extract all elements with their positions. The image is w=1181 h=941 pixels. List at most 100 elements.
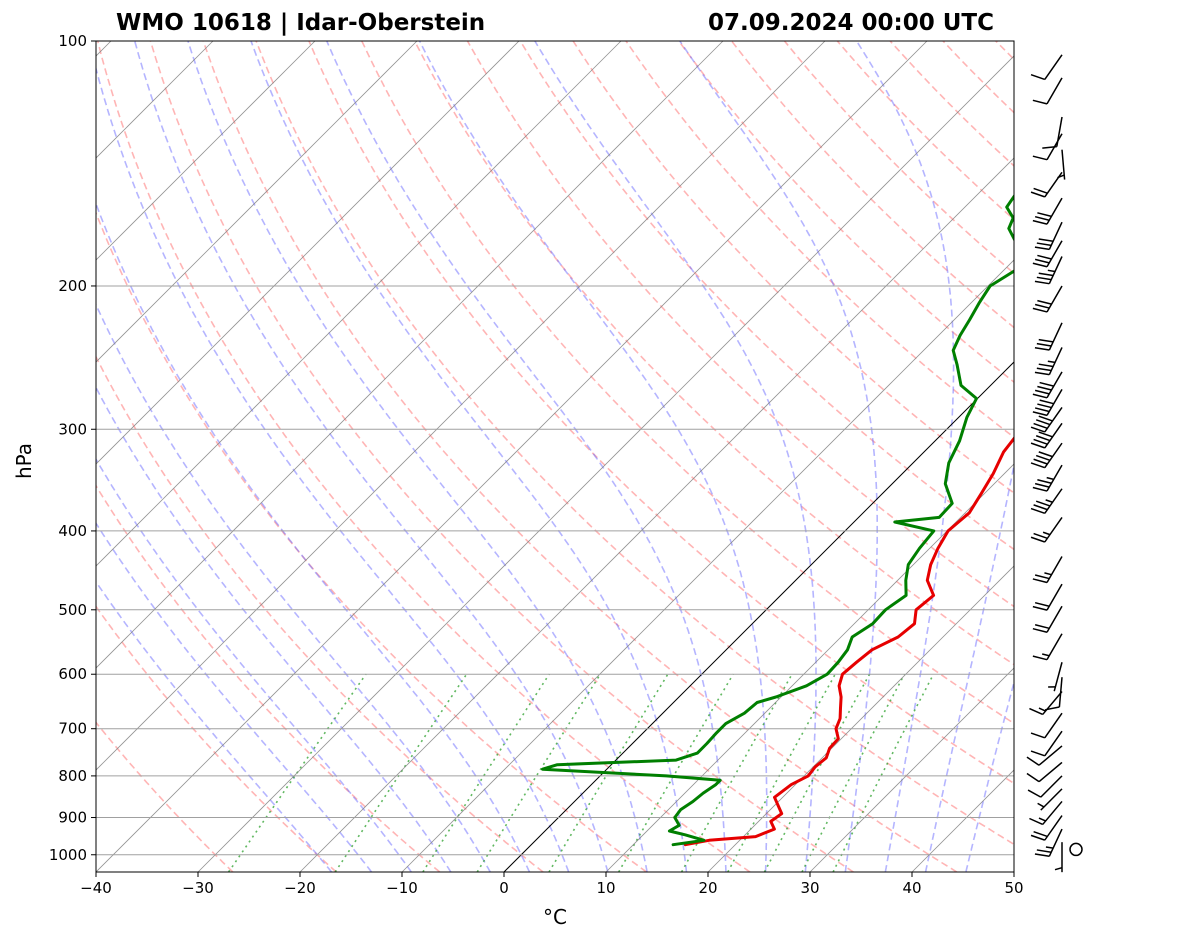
barb-staff [1048,347,1063,375]
moist-adiabat-line [855,41,955,872]
barb-full [1030,426,1046,433]
dry-adiabat-line [678,41,1014,384]
mixing-ratio-line [801,673,906,872]
station-title: WMO 10618 | Idar-Oberstein [116,10,485,36]
y-tick-label: 400 [58,522,87,540]
dry-adiabat-line [625,41,1014,439]
wind-barb [1032,197,1063,225]
isotherm-line [96,41,622,567]
barb-full [1036,276,1052,281]
dry-adiabat-line [519,41,1014,551]
barb-full [1030,442,1046,449]
barb-full [1030,536,1046,543]
dewpoint-profile [541,193,1014,847]
wind-barb [1034,347,1063,376]
barb-full [1034,407,1050,413]
barb-full [1036,242,1052,247]
barb-staff [1046,77,1063,105]
isotherm-line [707,565,1014,872]
barb-full [1042,145,1057,149]
y-tick-label: 200 [58,277,87,295]
dry-adiabat-line [96,355,544,872]
isotherm-line [401,259,1014,872]
barb-full [1033,422,1048,429]
barb-staff [1038,761,1063,783]
barb-full [1037,299,1052,305]
wind-barb [1044,677,1063,711]
barb-full [1032,627,1048,633]
barb-full [1029,707,1044,716]
barb-staff [1056,116,1063,147]
x-axis-ticks: −40 −30 −20 −10 0 10 20 30 40 50 [80,872,1024,897]
barb-half [1045,846,1054,849]
wind-barb [1034,256,1063,285]
moist-adiabat-line [187,41,648,872]
barb-full [1034,624,1050,630]
zero-isotherm-line [503,361,1014,872]
barb-staff [1046,389,1063,416]
barb-full [1033,532,1048,540]
barb-staff [1040,775,1063,798]
barb-full [1034,371,1050,376]
barb-full [1033,830,1048,838]
wind-barb [1030,442,1063,469]
barb-full [1035,500,1051,507]
barb-staff [1048,256,1063,285]
barb-full [1026,772,1040,783]
barb-half [1054,866,1063,871]
barb-staff [1042,690,1063,715]
moist-adiabat-line [96,457,412,872]
barb-full [1033,438,1048,445]
timestamp-title: 07.09.2024 00:00 UTC [708,10,994,36]
moist-adiabat-line [96,302,491,872]
barb-full [1030,732,1046,739]
mixing-ratio-line [680,673,793,872]
barb-staff [1061,149,1066,180]
wind-barb [1054,842,1063,873]
barb-half [1038,817,1046,822]
isotherm-line [197,55,1014,872]
barb-staff [1046,240,1063,268]
wind-barb [1030,815,1063,841]
wind-barb [1032,371,1063,399]
dry-adiabat-line [96,721,234,872]
barb-full [1033,504,1048,511]
barb-full [1035,454,1051,462]
wind-barb [1029,690,1063,716]
barb-half [1042,531,1051,536]
dry-adiabat-line [466,41,1014,608]
barb-full [1034,853,1050,858]
wind-barb [1032,285,1063,313]
barb-full [1034,258,1050,264]
barb-half [1047,360,1056,364]
wind-barb [1026,761,1063,783]
barb-full [1032,578,1048,584]
barb-full [1032,486,1048,492]
x-tick-label: 20 [698,879,717,897]
barb-full [1034,601,1050,607]
wind-barb [1030,422,1063,449]
moist-adiabat-line [96,386,452,872]
wind-barb [1029,800,1063,826]
barb-full [1034,280,1050,285]
plot-frame [95,40,1015,873]
x-tick-label: −10 [386,879,418,897]
y-tick-label: 800 [58,767,87,785]
barb-full [1032,219,1048,225]
barb-staff [1044,730,1063,757]
barb-staff [1046,605,1063,633]
mixing-ratio-line [763,673,871,872]
dry-adiabat-line [96,210,647,872]
barb-full [1032,155,1048,161]
wind-barb [1034,828,1063,858]
barb-half [1046,476,1054,481]
moist-adiabat-line [965,679,1014,872]
isotherm-line [96,41,418,363]
moist-adiabat-line [679,41,878,872]
barb-staff [1044,54,1063,80]
barb-full [1034,389,1050,395]
dry-adiabat-line [202,41,958,872]
isotherm-line [809,667,1014,872]
wind-barb [1032,583,1063,611]
y-tick-label: 100 [58,32,87,50]
